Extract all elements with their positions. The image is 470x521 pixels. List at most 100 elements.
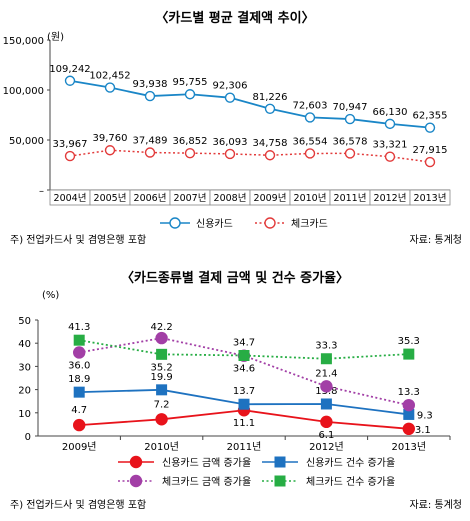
chart2-x-tick-label: 2012년 (309, 441, 344, 453)
chart2-data-label: 41.3 (68, 322, 90, 333)
chart2-data-label: 42.2 (150, 322, 172, 333)
chart1-data-label: 81,226 (253, 92, 288, 103)
chart2-data-point (403, 408, 415, 420)
chart1-data-label: 62,355 (413, 111, 448, 122)
chart2-data-point (72, 418, 86, 432)
chart1-x-tick-label: 2007년 (174, 193, 207, 204)
chart2-legend-marker (274, 456, 286, 468)
chart2-x-tick-label: 2010년 (144, 441, 179, 453)
chart2-data-label: 33.3 (315, 341, 337, 352)
chart2-x-tick-label: 2011년 (227, 441, 262, 453)
chart1-x-tick-box (409, 189, 451, 206)
chart1-y-tick-label: 150,000 (3, 36, 44, 47)
chart2-data-point (238, 349, 250, 361)
chart1-series-line (69, 79, 431, 129)
chart2-title: 〈카드종류별 결제 금액 및 건수 증가율〉 (121, 270, 349, 286)
chart1-x-tick-label: 2011년 (334, 193, 367, 204)
chart1-data-label: 33,967 (53, 139, 88, 150)
chart2-y-tick-label: 30 (18, 362, 31, 373)
chart1-data-label: 66,130 (373, 107, 408, 118)
chart2-data-label: 9.3 (417, 410, 433, 421)
chart2-data-label: 13.3 (398, 387, 420, 398)
chart2-x-tick-label: 2009년 (62, 441, 97, 453)
chart2-legend-label: 신용카드 건수 증가율 (306, 457, 395, 469)
chart1-y-tick-label: 100,000 (3, 86, 44, 97)
chart1-data-label: 37,489 (133, 136, 168, 147)
chart2-data-label: 11.1 (233, 418, 255, 429)
chart2-legend-marker (129, 474, 143, 488)
chart2-series-line (79, 339, 409, 360)
chart2-data-label: 35.2 (150, 362, 172, 373)
chart2-data-label: 13.7 (233, 386, 255, 397)
chart2-legend-label: 체크카드 건수 증가율 (306, 476, 395, 488)
chart1-data-point (224, 92, 236, 103)
chart2-source: 자료: 통계청 (409, 499, 462, 511)
chart2-y-tick-label: 10 (18, 409, 31, 420)
chart1-data-point (144, 90, 156, 102)
chart2-data-label: 6.1 (318, 430, 334, 441)
chart2-data-point (73, 334, 85, 346)
chart2-data-label: 21.4 (315, 368, 337, 379)
chart1-x-tick-label: 2009년 (254, 193, 287, 204)
chart2-x-tick-label: 2013년 (391, 441, 426, 453)
chart1-data-point (64, 150, 76, 162)
chart1-title: 〈카드별 평균 결제액 추이〉 (155, 10, 314, 26)
chart2-data-point (73, 386, 85, 398)
chart1-data-label: 95,755 (173, 77, 208, 88)
chart1-legend-label: 체크카드 (291, 218, 328, 230)
chart1-data-label: 70,947 (333, 102, 368, 113)
chart1-data-label: 39,760 (93, 133, 128, 144)
chart2-data-point (156, 384, 168, 396)
chart1-legend-marker (264, 217, 276, 229)
chart1-data-point (144, 147, 156, 158)
chart1-data-label: 34,758 (253, 138, 288, 149)
chart1-data-point (104, 82, 116, 93)
chart1-data-point (64, 75, 76, 86)
chart1-data-label: 36,578 (333, 136, 368, 147)
chart2-data-label: 7.2 (154, 399, 170, 410)
chart1-data-label: 36,093 (213, 137, 248, 148)
chart2-y-tick-label: 40 (18, 339, 31, 350)
chart2-note: 주) 전업카드사 및 겸영은행 포함 (10, 498, 146, 511)
chart2-y-tick-label: 50 (18, 316, 31, 327)
chart1-x-tick-label: 2013년 (414, 193, 447, 204)
chart2-data-point (155, 413, 168, 426)
chart2-data-point (320, 415, 333, 429)
chart1-data-point (304, 148, 316, 159)
chart2-data-label: 34.7 (233, 337, 255, 348)
chart1-data-label: 72,603 (293, 100, 328, 111)
chart2-unit-label: (%) (42, 290, 59, 301)
chart1-series-line (69, 149, 431, 163)
chart2-data-label: 3.1 (415, 425, 431, 436)
chart2-data-label: 34.6 (233, 364, 255, 375)
chart1-x-tick-label: 2006년 (134, 193, 167, 204)
chart1-data-label: 92,306 (213, 81, 248, 92)
chart1-data-label: 27,915 (413, 145, 448, 156)
chart1-legend-marker (169, 217, 181, 229)
chart1-note: 주) 전업카드사 및 겸영은행 포함 (10, 233, 146, 246)
chart1-data-point (104, 145, 116, 156)
chart1-data-point (384, 118, 396, 130)
chart2-data-label: 18.9 (68, 374, 90, 385)
chart2-legend-marker (274, 475, 286, 487)
chart2-data-point (320, 380, 333, 393)
chart2-data-point (403, 348, 415, 360)
chart1-y-tick-label: 50,000 (9, 136, 44, 147)
chart1-x-tick-label: 2012년 (374, 193, 407, 204)
chart1-unit-label: (원) (47, 31, 64, 43)
chart2-data-point (238, 398, 250, 410)
chart2-legend-label: 체크카드 금액 증가율 (162, 476, 251, 488)
chart2-legend-label: 신용카드 금액 증가율 (162, 457, 251, 469)
chart1-source: 자료: 통계청 (409, 234, 462, 246)
chart2-data-point (155, 331, 168, 345)
chart1-data-point (424, 156, 436, 168)
chart1-data-label: 93,938 (133, 79, 168, 90)
chart2-y-tick-label: 0 (25, 432, 31, 443)
chart2-data-point (320, 353, 332, 365)
chart1-data-point (184, 147, 196, 159)
chart1-data-point (424, 122, 436, 133)
chart1-data-label: 36,852 (173, 136, 208, 147)
chart2-data-point (156, 348, 168, 360)
chart2-data-point (402, 398, 415, 412)
